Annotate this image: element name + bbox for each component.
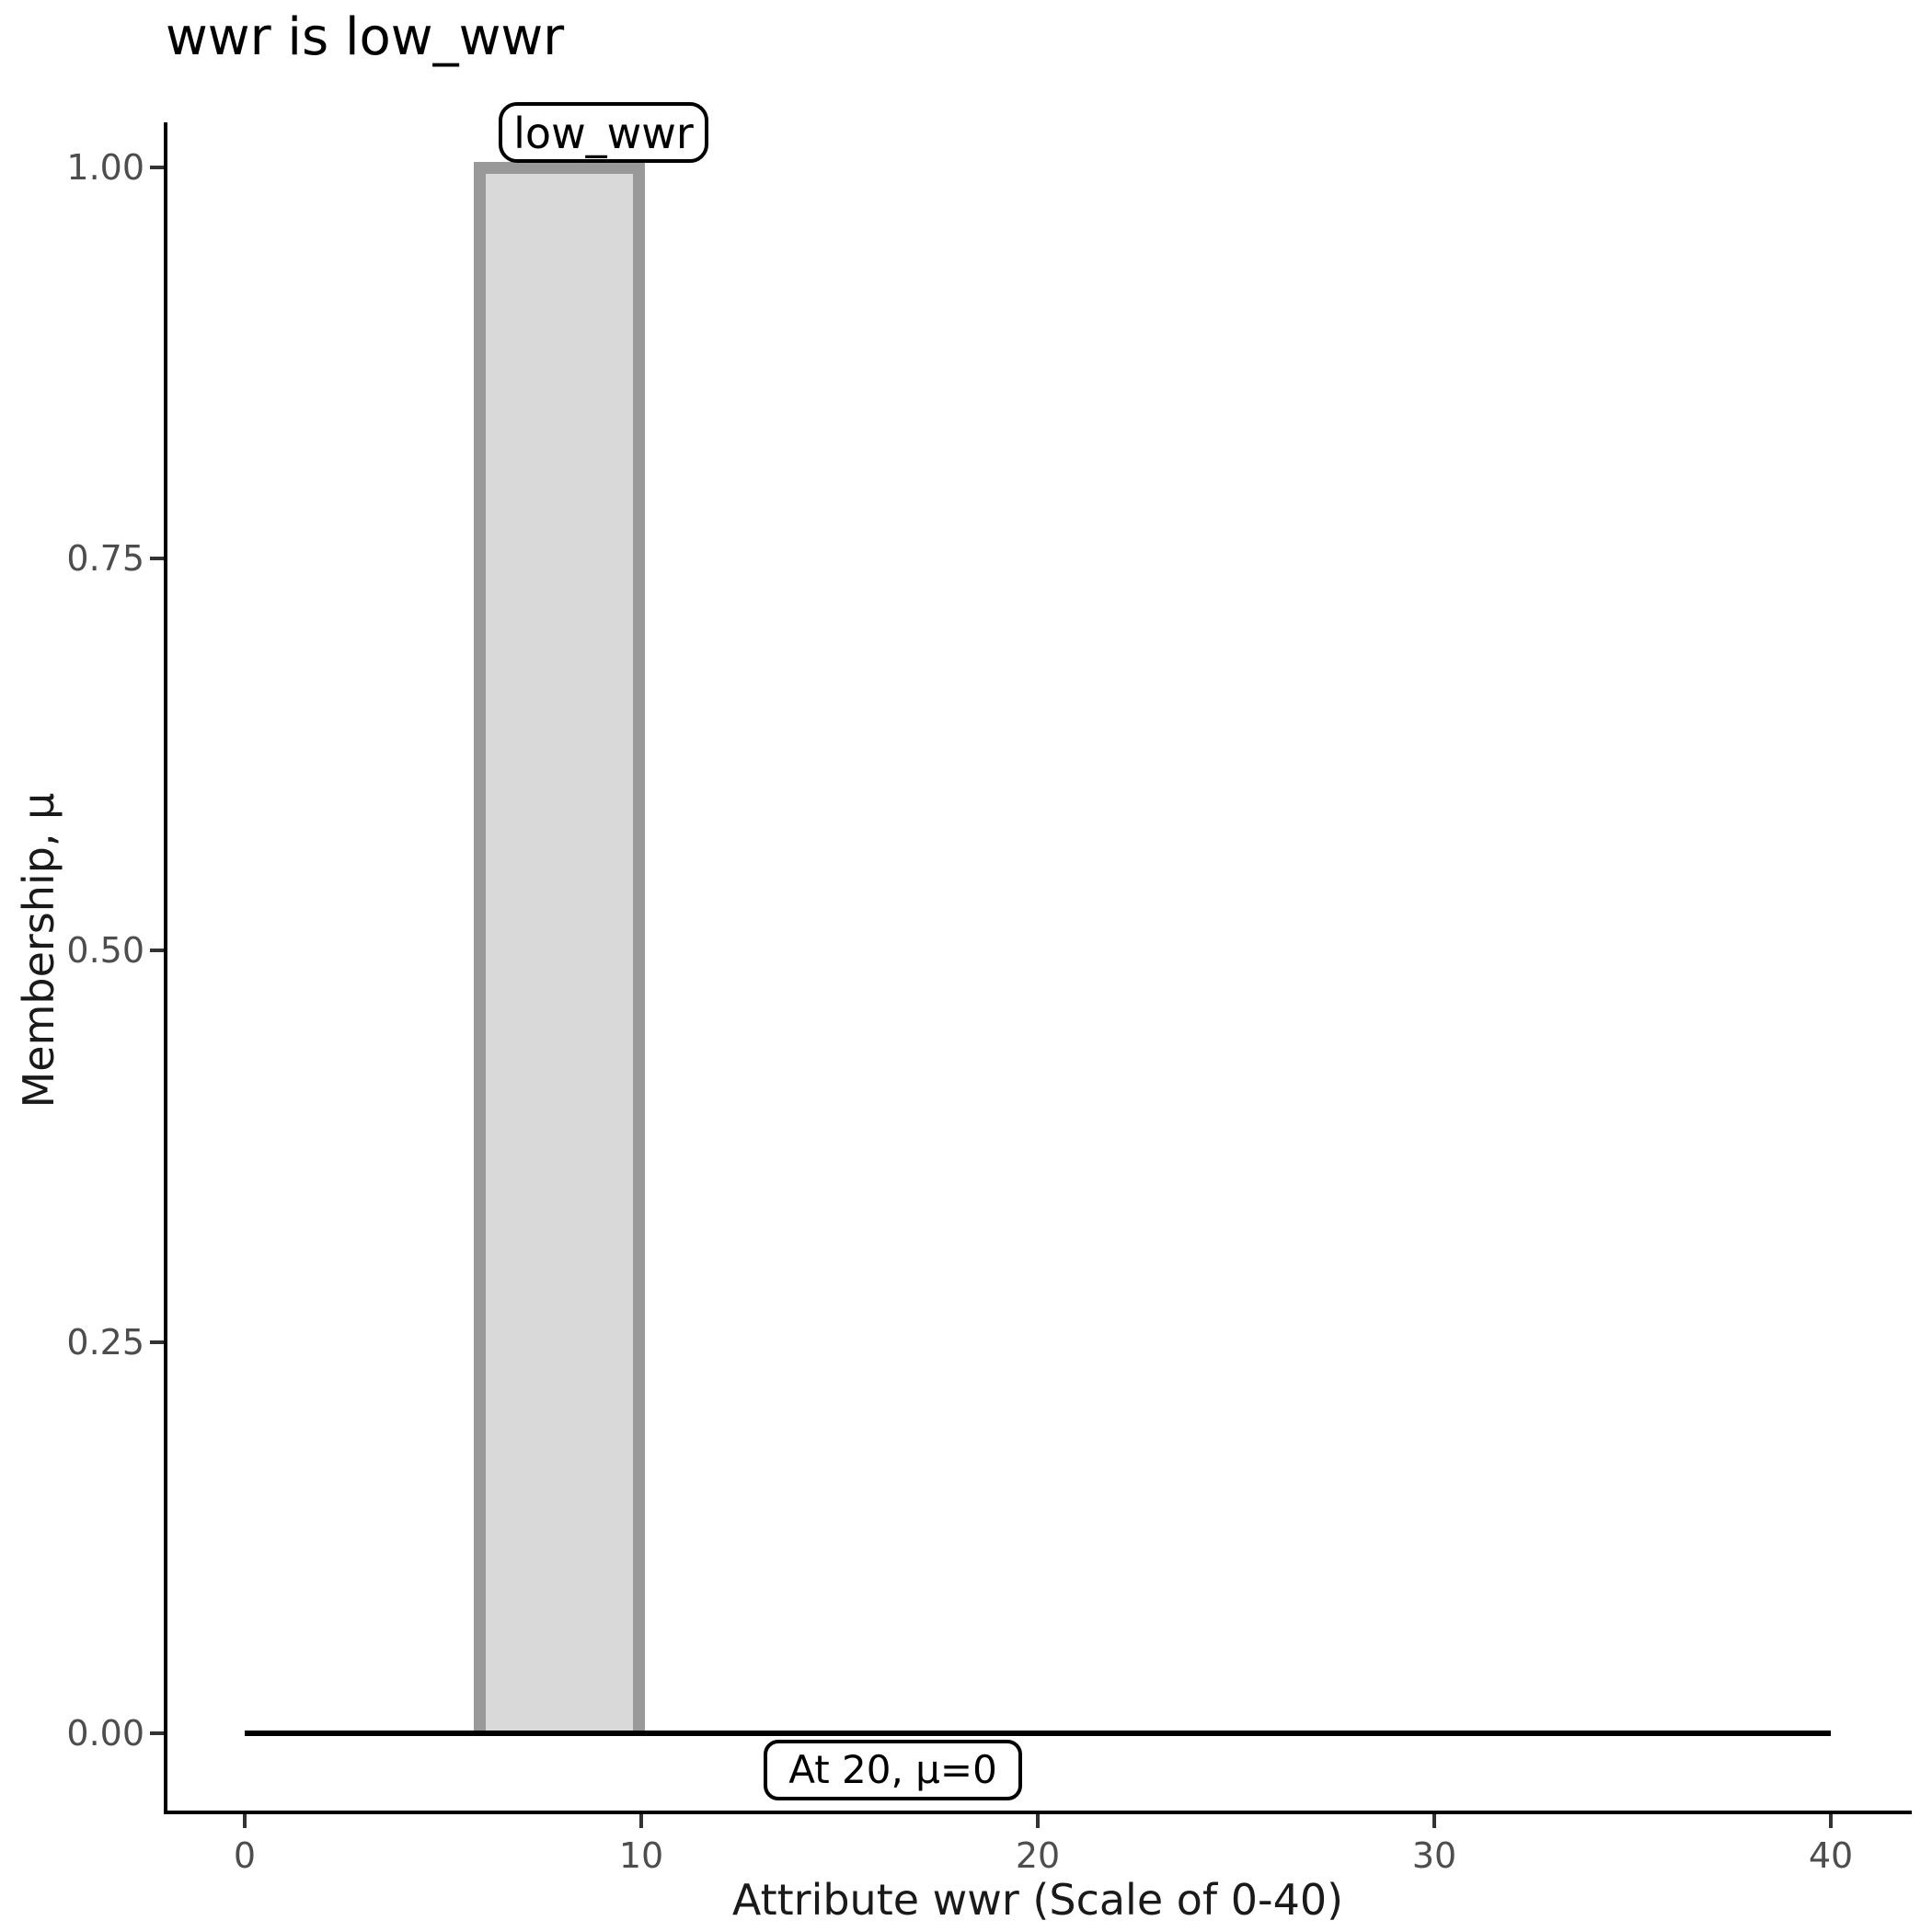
chart-title: wwr is low_wwr [166,7,565,67]
evaluation-annotation: At 20, μ=0 [764,1740,1022,1800]
membership-zero-line [245,1731,1831,1736]
y-tick-mark [150,1340,164,1344]
y-tick-mark [150,166,164,169]
x-tick-mark [639,1814,643,1828]
y-tick-mark [150,557,164,560]
x-tick-mark [1036,1814,1040,1828]
y-tick-mark [150,949,164,952]
x-tick-label: 20 [1015,1835,1061,1876]
x-tick-mark [243,1814,247,1828]
y-tick-label: 0.75 [66,538,144,579]
y-tick-label: 1.00 [66,147,144,188]
y-axis-line [164,122,167,1814]
fuzzy-set-bar-low-wwr [474,162,645,1733]
y-tick-mark [150,1731,164,1735]
x-tick-label: 40 [1808,1835,1854,1876]
x-tick-mark [1829,1814,1833,1828]
x-axis-title: Attribute wwr (Scale of 0-40) [731,1875,1344,1925]
x-tick-mark [1432,1814,1436,1828]
x-tick-label: 10 [618,1835,664,1876]
y-axis-title: Membership, μ [14,792,63,1109]
x-tick-label: 0 [233,1835,257,1876]
y-tick-label: 0.00 [66,1713,144,1754]
x-tick-label: 30 [1411,1835,1457,1876]
set-name-annotation: low_wwr [499,102,708,163]
y-tick-label: 0.25 [66,1322,144,1363]
y-tick-label: 0.50 [66,930,144,971]
x-axis-line [164,1811,1912,1814]
